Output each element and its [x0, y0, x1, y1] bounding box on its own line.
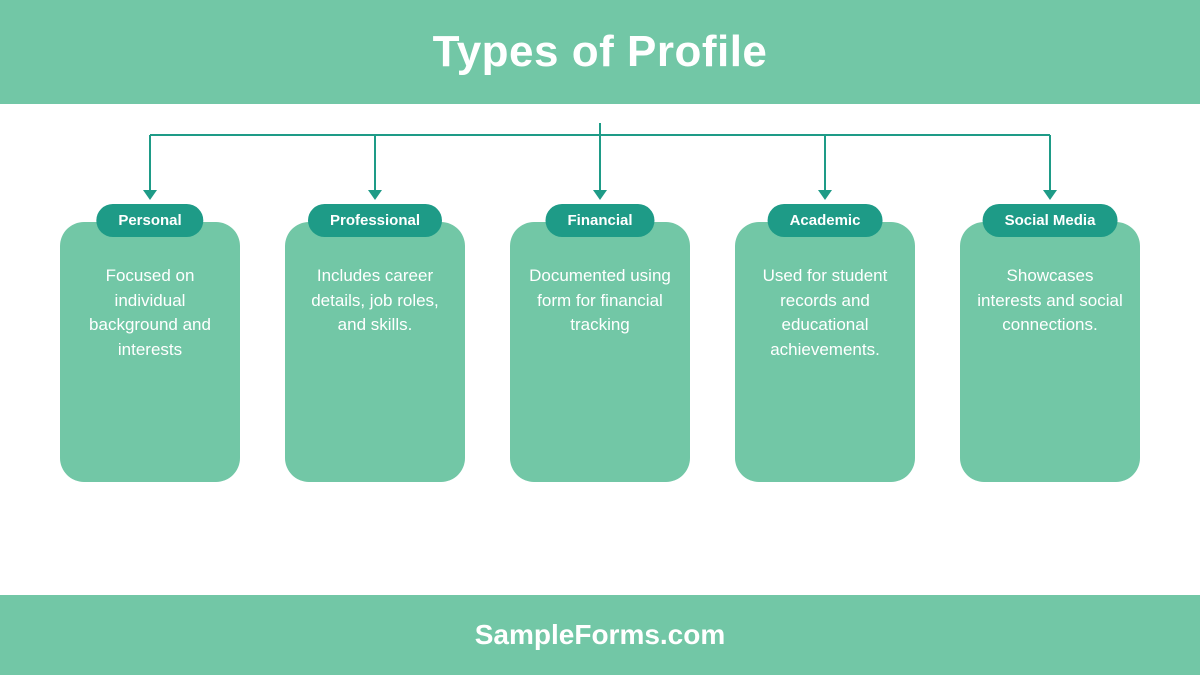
card-description: Showcases interests and social connectio…	[976, 264, 1124, 338]
card-label: Financial	[545, 204, 654, 237]
card-label: Social Media	[983, 204, 1118, 237]
card-academic: AcademicUsed for student records and edu…	[735, 222, 915, 482]
content-area: Personal Focused on individual background…	[0, 104, 1200, 595]
card-body: Includes career details, job roles, and …	[285, 222, 465, 482]
cards-row: PersonalFocused on individual background…	[0, 222, 1200, 482]
card-personal: PersonalFocused on individual background…	[60, 222, 240, 482]
card-body: Used for student records and educational…	[735, 222, 915, 482]
footer-text: SampleForms.com	[475, 619, 726, 651]
card-professional: ProfessionalIncludes career details, job…	[285, 222, 465, 482]
page-title: Types of Profile	[433, 27, 768, 77]
card-label: Professional	[308, 204, 442, 237]
card-body: Documented using form for financial trac…	[510, 222, 690, 482]
card-body: Focused on individual background and int…	[60, 222, 240, 482]
card-description: Focused on individual background and int…	[76, 264, 224, 363]
card-financial: FinancialDocumented using form for finan…	[510, 222, 690, 482]
card-description: Documented using form for financial trac…	[526, 264, 674, 338]
card-label: Personal	[96, 204, 203, 237]
footer-band: SampleForms.com	[0, 595, 1200, 675]
card-description: Used for student records and educational…	[751, 264, 899, 363]
header-band: Types of Profile	[0, 0, 1200, 104]
card-body: Showcases interests and social connectio…	[960, 222, 1140, 482]
card-social-media: Social MediaShowcases interests and soci…	[960, 222, 1140, 482]
card-label: Academic	[768, 204, 883, 237]
card-description: Includes career details, job roles, and …	[301, 264, 449, 338]
